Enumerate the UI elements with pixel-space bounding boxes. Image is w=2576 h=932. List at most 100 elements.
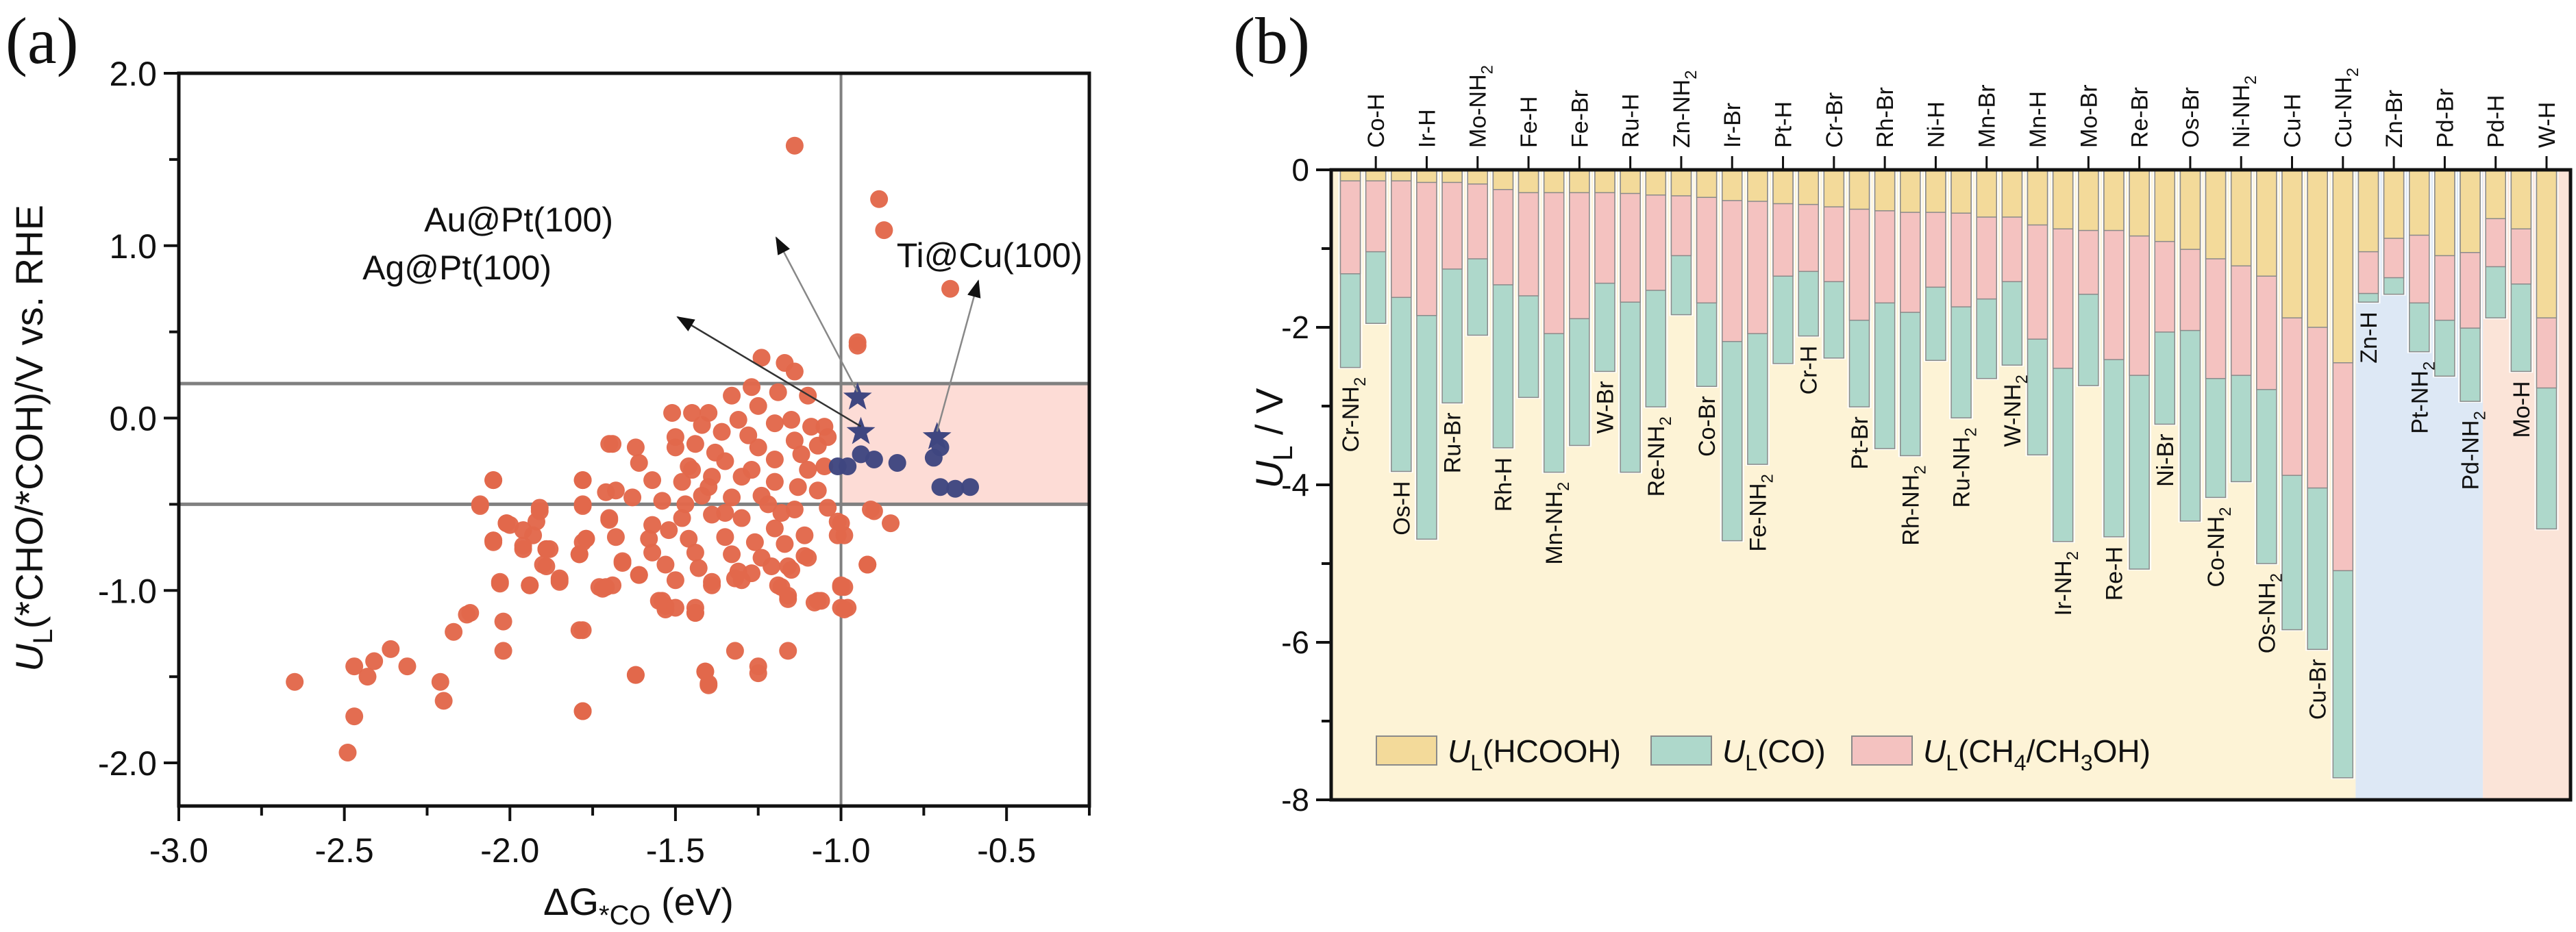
bar-hcooh (1441, 169, 1463, 184)
data-point (716, 528, 734, 546)
category-label: Co-NH2 (2203, 507, 2235, 587)
data-point (839, 457, 857, 476)
category-label: Ni-Br (2153, 433, 2179, 486)
bar-hcooh (1569, 169, 1590, 194)
category-label: Re-Br (2127, 87, 2153, 148)
data-point (604, 576, 622, 594)
bar-hcooh (2129, 169, 2150, 237)
category-label: Cr-H (1796, 346, 1822, 395)
bar-group (2356, 169, 2381, 304)
y-tick-label: 1.0 (109, 227, 157, 266)
category-label: Os-Br (2178, 87, 2204, 148)
bar-group (2000, 169, 2024, 367)
data-point (345, 707, 364, 726)
data-point (649, 592, 668, 610)
data-point (946, 479, 965, 498)
bar-hcooh (1492, 169, 1514, 190)
data-point (941, 279, 960, 298)
data-point (693, 416, 711, 434)
bar-group (2127, 169, 2152, 571)
data-point (683, 403, 702, 422)
data-point (808, 481, 827, 500)
panel-b-label: (b) (1233, 4, 1310, 77)
bar-group (2025, 169, 2050, 457)
bar-hcooh (2205, 169, 2227, 260)
bar-group (1516, 169, 1541, 399)
data-point (521, 576, 539, 594)
category-label: Ru-Br (1440, 412, 1466, 473)
bar-group (2484, 169, 2508, 320)
data-point (484, 471, 503, 490)
data-point (445, 622, 463, 641)
y-tick-label: -8 (1281, 782, 1309, 818)
star-point (843, 382, 872, 410)
data-point (626, 666, 645, 684)
bar-group (2101, 169, 2126, 538)
annotation-arrow (775, 236, 858, 392)
data-point (726, 569, 744, 588)
series-screened (286, 136, 960, 761)
category-label: Zn-NH2 (1669, 71, 1700, 148)
category-label: Ir-H (1414, 109, 1440, 148)
x-tick-label: -3.0 (149, 831, 208, 870)
data-point (491, 575, 509, 593)
axes-a (177, 71, 1091, 808)
y-axis-title-b: UL / V (1248, 388, 1298, 488)
data-point (828, 526, 847, 544)
panel-a-scatter: (a) Au@Pt(100)Ag@Pt(100) Ti@Cu(100) -3.0-… (5, 4, 1091, 931)
category-label: Mn-NH2 (1541, 482, 1573, 565)
category-label: Mo-Br (2076, 84, 2102, 148)
data-point (865, 502, 883, 520)
bar-labels: Cr-NH2 Co-H Os-H Ir-H Ru-Br Mo-NH2 Rh-H Fe-H Mn-… (1338, 65, 2560, 720)
data-point (573, 496, 592, 515)
annotation-label: Ti@Cu(100) (897, 236, 1082, 275)
legend: UL(HCOOH) UL(CO) UL(CH4/CH3OH) (1376, 733, 2151, 775)
bar-group (2076, 169, 2101, 388)
y-tick-label: 0.0 (109, 400, 157, 438)
data-point (358, 668, 377, 686)
data-point (338, 743, 357, 761)
data-point (398, 657, 417, 676)
x-tick-label: -2.5 (315, 831, 374, 870)
category-label: W-NH2 (2000, 375, 2031, 446)
y-ticks: 2.0 1.0 0.0 -1.0 -2.0 (98, 55, 179, 783)
bar-hcooh (2154, 169, 2176, 242)
data-point (703, 505, 721, 524)
bar-hcooh (2103, 169, 2125, 231)
data-point (696, 662, 715, 681)
data-point (573, 621, 592, 640)
bar-hcooh (1976, 169, 1997, 218)
bar-hcooh (2460, 169, 2481, 253)
bar-hcooh (1620, 169, 1641, 194)
category-label: Cu-Br (2305, 659, 2331, 720)
data-point (749, 664, 767, 683)
category-label: Cu-H (2280, 94, 2306, 148)
data-point (537, 540, 556, 558)
bar-group (1414, 169, 1439, 541)
data-point (759, 495, 778, 514)
data-point (570, 545, 589, 564)
data-point (828, 512, 847, 531)
bar-group (1898, 169, 1922, 457)
data-point (779, 586, 797, 605)
bar-hcooh (1467, 169, 1488, 185)
data-point (689, 559, 708, 577)
bar-group (2051, 169, 2075, 543)
data-point (729, 411, 747, 429)
data-point (713, 423, 731, 441)
bar-group (1771, 169, 1796, 365)
data-point (660, 521, 678, 540)
bar-hcooh (2383, 169, 2405, 239)
bar-group (2509, 169, 2534, 373)
category-label: Pt-NH2 (2407, 362, 2438, 434)
data-point (676, 495, 695, 514)
data-point (723, 545, 741, 564)
bar-group (1720, 169, 1744, 542)
category-label: Mo-H (2509, 381, 2535, 438)
bar-hcooh (2001, 169, 2023, 218)
data-point (765, 414, 784, 433)
data-point (680, 529, 698, 548)
data-point (769, 383, 787, 401)
category-label: Ru-NH2 (1949, 427, 1981, 507)
data-point (530, 502, 549, 520)
